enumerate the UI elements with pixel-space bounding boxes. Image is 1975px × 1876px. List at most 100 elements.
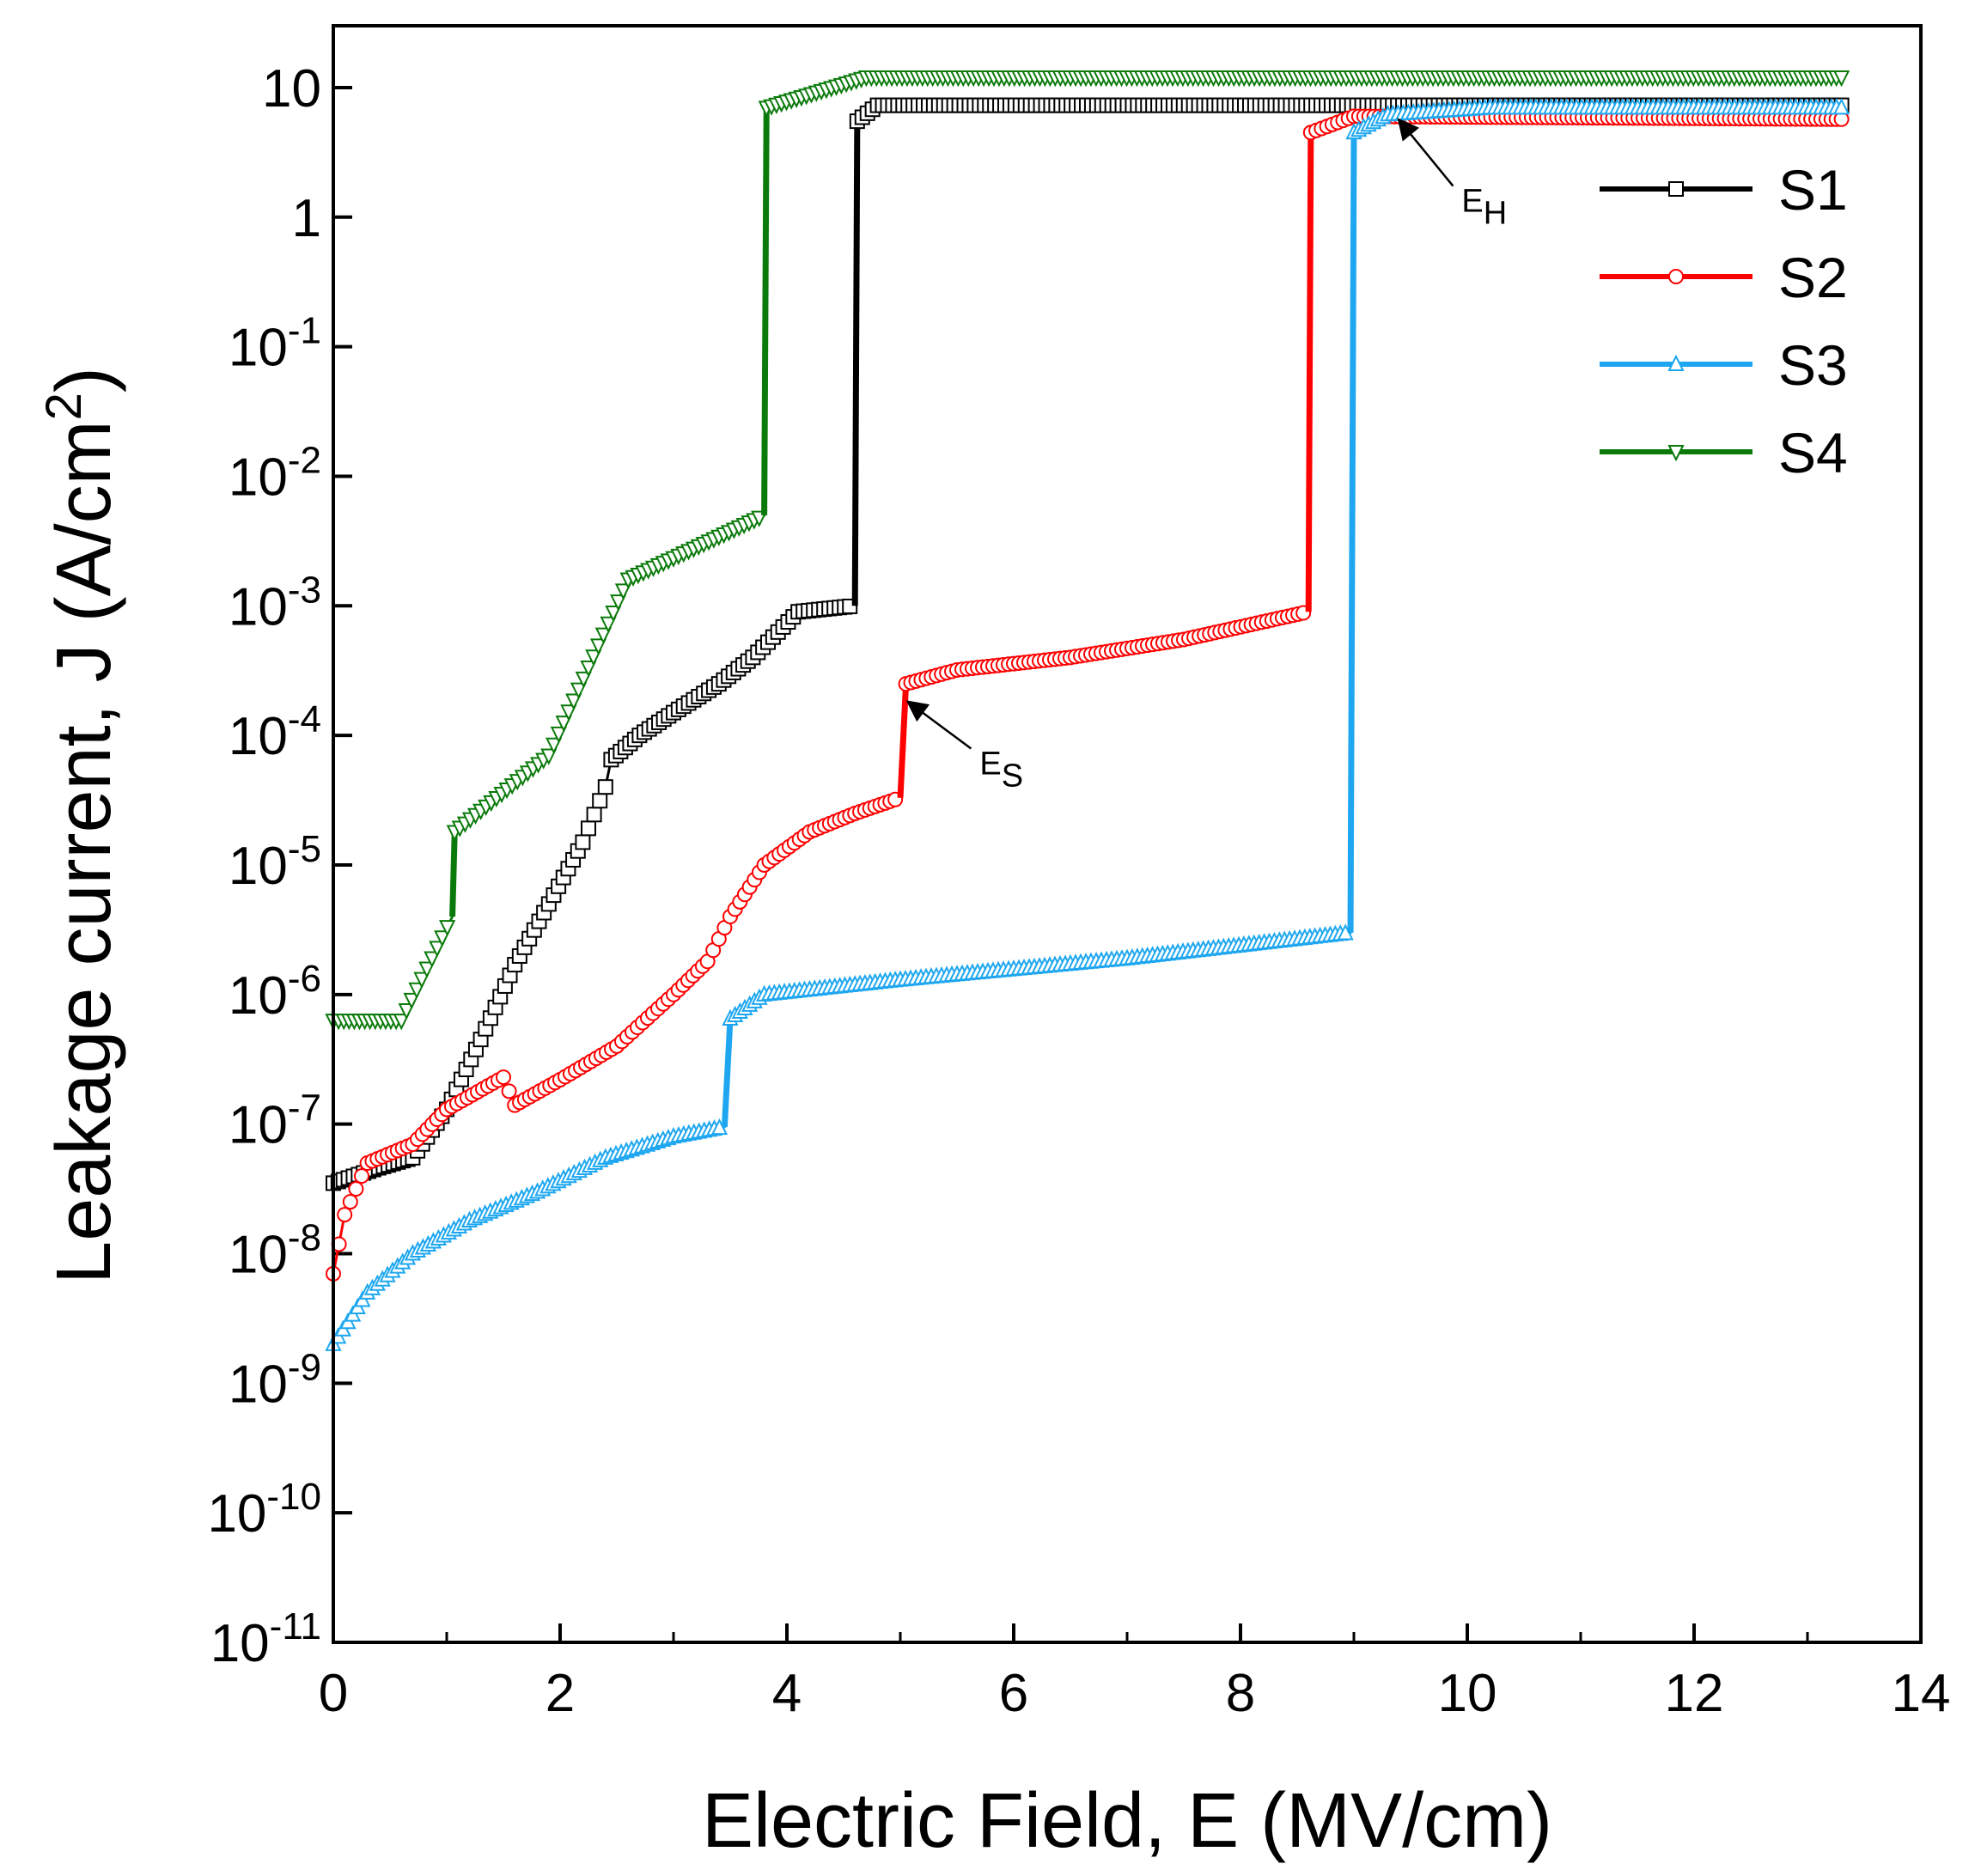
- series-s4: [325, 70, 1850, 1031]
- legend-item-s3: S3: [1600, 333, 1848, 397]
- series-line: [332, 106, 1842, 1345]
- legend-label: S2: [1778, 246, 1848, 309]
- annotation-arrow: [1397, 118, 1454, 187]
- x-axis-title: Electric Field, E (MV/cm): [702, 1778, 1552, 1864]
- data-point: [337, 1207, 353, 1223]
- data-point: [429, 941, 446, 958]
- data-point: [439, 920, 456, 937]
- legend-item-s4: S4: [1600, 421, 1848, 484]
- y-tick-label: 10-3: [229, 569, 321, 636]
- y-tick-label: 10-5: [229, 828, 321, 896]
- data-point: [1832, 70, 1850, 88]
- y-tick-label: 1: [292, 189, 321, 248]
- x-tick-label: 4: [772, 1664, 802, 1723]
- series-jump: [761, 107, 770, 515]
- data-point: [575, 834, 591, 850]
- plot-frame: [332, 24, 1923, 1644]
- data-point: [592, 793, 608, 809]
- legend: S1 S2 S3 S4: [1600, 158, 1848, 484]
- data-point: [496, 1069, 511, 1086]
- x-tick-label: 0: [319, 1664, 348, 1723]
- series-s3: [325, 98, 1850, 1351]
- x-tick-label: 14: [1892, 1664, 1951, 1723]
- data-point: [594, 627, 612, 644]
- series-line: [332, 104, 1842, 1185]
- data-point: [1832, 98, 1850, 115]
- series-jump: [721, 1018, 734, 1128]
- annotations: ES EH: [905, 118, 1507, 795]
- data-point: [589, 638, 607, 655]
- data-point: [581, 820, 596, 837]
- x-tick-labels: 0 2 4 6 8 10 12 14: [319, 1664, 1951, 1723]
- series-line: [332, 114, 1842, 1275]
- y-tick-label: 10-7: [229, 1087, 321, 1155]
- data-point: [610, 594, 627, 612]
- y-tick-label: 10-4: [229, 698, 321, 766]
- data-point: [710, 1118, 728, 1136]
- legend-label: S1: [1778, 158, 1848, 222]
- y-axis-title-sup: 2: [36, 393, 92, 420]
- data-point: [550, 726, 567, 744]
- annotation-label: EH: [1461, 184, 1507, 232]
- y-tick-labels: 10 1 10-1 10-2 10-3 10-4 10-5 10-6 10-7 10-8 10-9 1…: [207, 59, 321, 1673]
- series-s1: [326, 97, 1850, 1191]
- series-jump: [1305, 132, 1314, 612]
- data-point: [585, 649, 602, 667]
- series-jump: [1347, 132, 1357, 933]
- series-jump: [897, 683, 910, 798]
- series-layer: [325, 70, 1850, 1351]
- legend-label: S3: [1778, 333, 1848, 397]
- x-tick-label: 12: [1665, 1664, 1724, 1723]
- y-tick-label: 10-8: [229, 1216, 321, 1284]
- data-point: [424, 951, 441, 968]
- data-point: [408, 982, 425, 999]
- data-point: [560, 704, 577, 722]
- data-point: [545, 737, 563, 754]
- data-point: [580, 661, 597, 678]
- data-point: [1668, 181, 1684, 197]
- y-axis-title: Leakage current, J (A/cm2): [36, 367, 127, 1284]
- annotation-arrow: [905, 700, 972, 750]
- series-jump: [851, 121, 861, 606]
- y-tick-label: 10-9: [229, 1346, 321, 1414]
- data-point: [348, 1181, 364, 1197]
- legend-label: S4: [1778, 421, 1848, 484]
- data-point: [418, 961, 436, 978]
- series-jump: [449, 831, 458, 917]
- y-tick-label: 10-2: [229, 439, 321, 507]
- data-point: [555, 716, 572, 733]
- data-point: [575, 671, 592, 689]
- y-tick-label: 10-6: [229, 958, 321, 1026]
- data-point: [398, 1002, 415, 1020]
- data-point: [570, 682, 588, 699]
- data-point: [403, 992, 420, 1010]
- y-tick-label: 10-1: [229, 310, 321, 378]
- data-point: [434, 930, 451, 947]
- data-point: [565, 693, 582, 710]
- data-point: [501, 1083, 517, 1099]
- data-point: [605, 605, 622, 623]
- x-tick-label: 2: [546, 1664, 575, 1723]
- data-point: [614, 583, 632, 600]
- x-tick-label: 8: [1226, 1664, 1255, 1723]
- legend-item-s1: S1: [1600, 158, 1848, 222]
- x-tick-label: 10: [1438, 1664, 1497, 1723]
- data-point: [354, 1168, 369, 1185]
- legend-item-s2: S2: [1600, 246, 1848, 309]
- data-point: [597, 779, 613, 795]
- data-point: [1667, 354, 1685, 371]
- data-point: [342, 1194, 358, 1210]
- annotation-label: ES: [979, 746, 1023, 795]
- y-tick-label: 10-11: [210, 1605, 321, 1673]
- y-axis-title-main: Leakage current, J (A/cm: [41, 420, 127, 1283]
- series-s2: [326, 108, 1850, 1282]
- y-tick-label: 10-10: [207, 1476, 321, 1544]
- data-point: [1667, 445, 1685, 462]
- y-axis-title-close: ): [41, 367, 127, 393]
- data-point: [1668, 269, 1684, 284]
- x-tick-label: 6: [999, 1664, 1028, 1723]
- data-point: [600, 616, 617, 634]
- data-point: [586, 807, 602, 823]
- data-point: [540, 748, 558, 765]
